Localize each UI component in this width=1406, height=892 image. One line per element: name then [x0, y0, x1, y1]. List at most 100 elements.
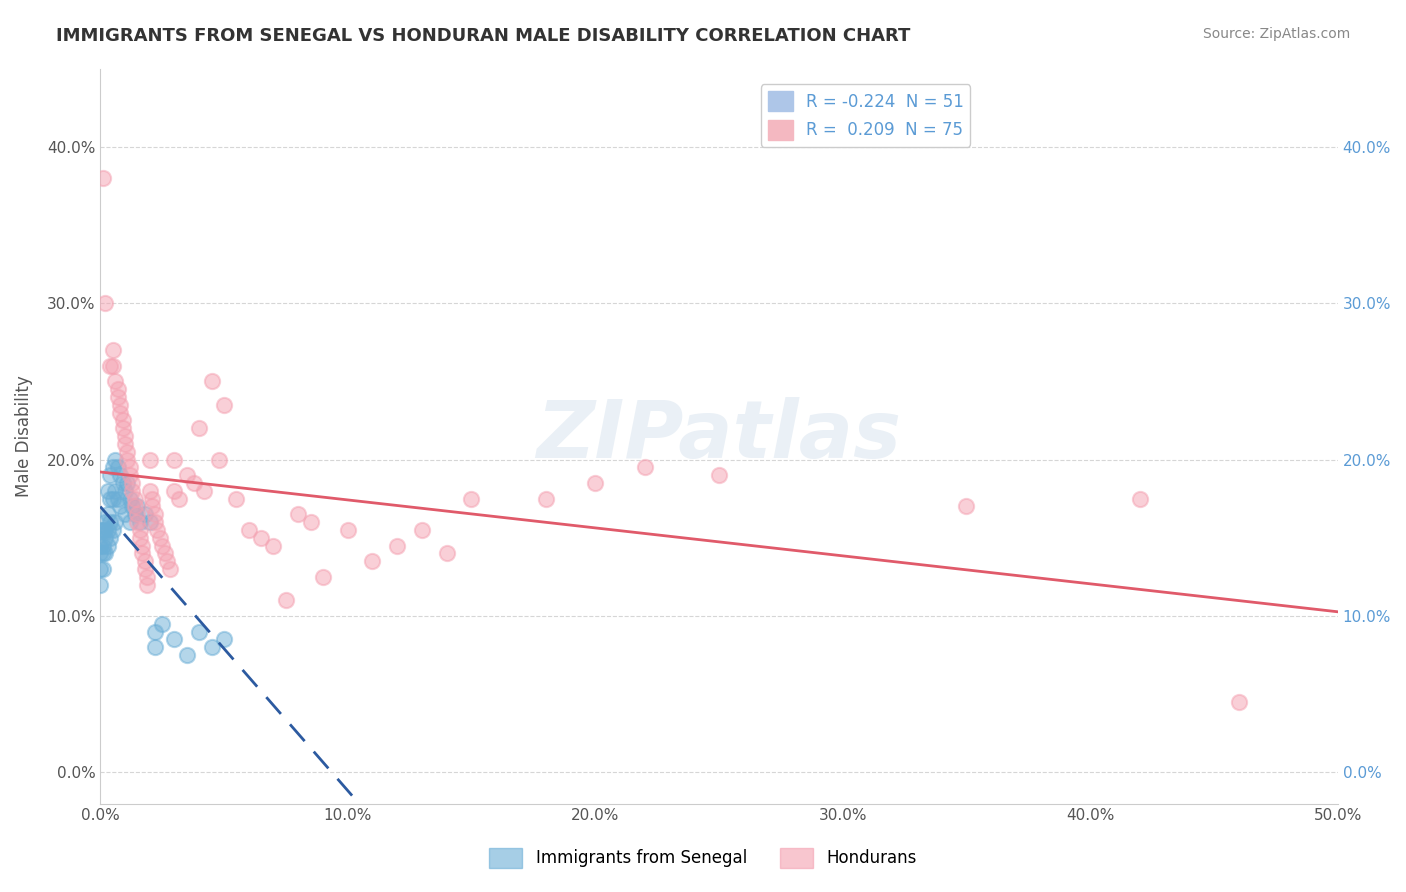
- Point: [146, 523, 169, 537]
- Point: [274, 593, 297, 607]
- Point: [287, 508, 309, 522]
- Point: [89, 577, 111, 591]
- Point: [101, 460, 124, 475]
- Point: [127, 508, 149, 522]
- Point: [436, 546, 458, 560]
- Point: [98, 531, 121, 545]
- Point: [336, 523, 359, 537]
- Point: [176, 648, 198, 662]
- Point: [108, 406, 131, 420]
- Point: [188, 624, 211, 639]
- Point: [163, 483, 186, 498]
- Point: [361, 554, 384, 568]
- Point: [114, 508, 136, 522]
- Point: [124, 491, 146, 506]
- Point: [150, 539, 173, 553]
- Point: [212, 398, 235, 412]
- Text: ZIPatlas: ZIPatlas: [537, 397, 901, 475]
- Point: [117, 475, 139, 490]
- Point: [114, 437, 136, 451]
- Point: [117, 444, 139, 458]
- Point: [201, 374, 224, 388]
- Point: [111, 475, 134, 490]
- Point: [127, 500, 149, 514]
- Point: [108, 500, 131, 514]
- Point: [91, 539, 114, 553]
- Point: [128, 515, 150, 529]
- Point: [193, 483, 215, 498]
- Point: [136, 577, 159, 591]
- Y-axis label: Male Disability: Male Disability: [15, 376, 32, 497]
- Point: [131, 539, 153, 553]
- Point: [94, 531, 117, 545]
- Point: [117, 452, 139, 467]
- Point: [299, 515, 322, 529]
- Point: [583, 475, 606, 490]
- Point: [91, 546, 114, 560]
- Point: [212, 632, 235, 647]
- Legend: Immigrants from Senegal, Hondurans: Immigrants from Senegal, Hondurans: [482, 841, 924, 875]
- Point: [141, 491, 163, 506]
- Point: [104, 515, 127, 529]
- Point: [89, 539, 111, 553]
- Point: [188, 421, 211, 435]
- Point: [1129, 491, 1152, 506]
- Point: [118, 468, 141, 483]
- Point: [91, 562, 114, 576]
- Point: [118, 515, 141, 529]
- Point: [94, 546, 117, 560]
- Point: [134, 562, 156, 576]
- Point: [104, 374, 127, 388]
- Point: [124, 500, 146, 514]
- Point: [955, 500, 977, 514]
- Point: [159, 562, 181, 576]
- Point: [101, 359, 124, 373]
- Point: [98, 515, 121, 529]
- Point: [107, 390, 129, 404]
- Point: [707, 468, 730, 483]
- Point: [1227, 695, 1250, 709]
- Point: [98, 359, 121, 373]
- Point: [136, 570, 159, 584]
- Point: [263, 539, 285, 553]
- Point: [141, 500, 163, 514]
- Text: IMMIGRANTS FROM SENEGAL VS HONDURAN MALE DISABILITY CORRELATION CHART: IMMIGRANTS FROM SENEGAL VS HONDURAN MALE…: [56, 27, 911, 45]
- Point: [143, 640, 166, 655]
- Point: [201, 640, 224, 655]
- Point: [97, 523, 120, 537]
- Point: [208, 452, 231, 467]
- Point: [89, 523, 111, 537]
- Point: [121, 483, 143, 498]
- Point: [634, 460, 657, 475]
- Point: [153, 546, 176, 560]
- Point: [127, 515, 149, 529]
- Point: [108, 468, 131, 483]
- Point: [139, 452, 162, 467]
- Point: [312, 570, 335, 584]
- Point: [108, 398, 131, 412]
- Legend: R = -0.224  N = 51, R =  0.209  N = 75: R = -0.224 N = 51, R = 0.209 N = 75: [761, 84, 970, 146]
- Point: [118, 491, 141, 506]
- Point: [156, 554, 179, 568]
- Point: [139, 515, 162, 529]
- Point: [139, 483, 162, 498]
- Point: [143, 508, 166, 522]
- Point: [111, 413, 134, 427]
- Point: [98, 468, 121, 483]
- Point: [114, 483, 136, 498]
- Point: [534, 491, 557, 506]
- Point: [97, 539, 120, 553]
- Point: [411, 523, 433, 537]
- Point: [387, 539, 409, 553]
- Point: [89, 562, 111, 576]
- Point: [149, 531, 172, 545]
- Point: [163, 452, 186, 467]
- Point: [94, 523, 117, 537]
- Point: [104, 452, 127, 467]
- Point: [118, 460, 141, 475]
- Point: [111, 421, 134, 435]
- Point: [101, 491, 124, 506]
- Point: [97, 508, 120, 522]
- Point: [121, 475, 143, 490]
- Point: [124, 508, 146, 522]
